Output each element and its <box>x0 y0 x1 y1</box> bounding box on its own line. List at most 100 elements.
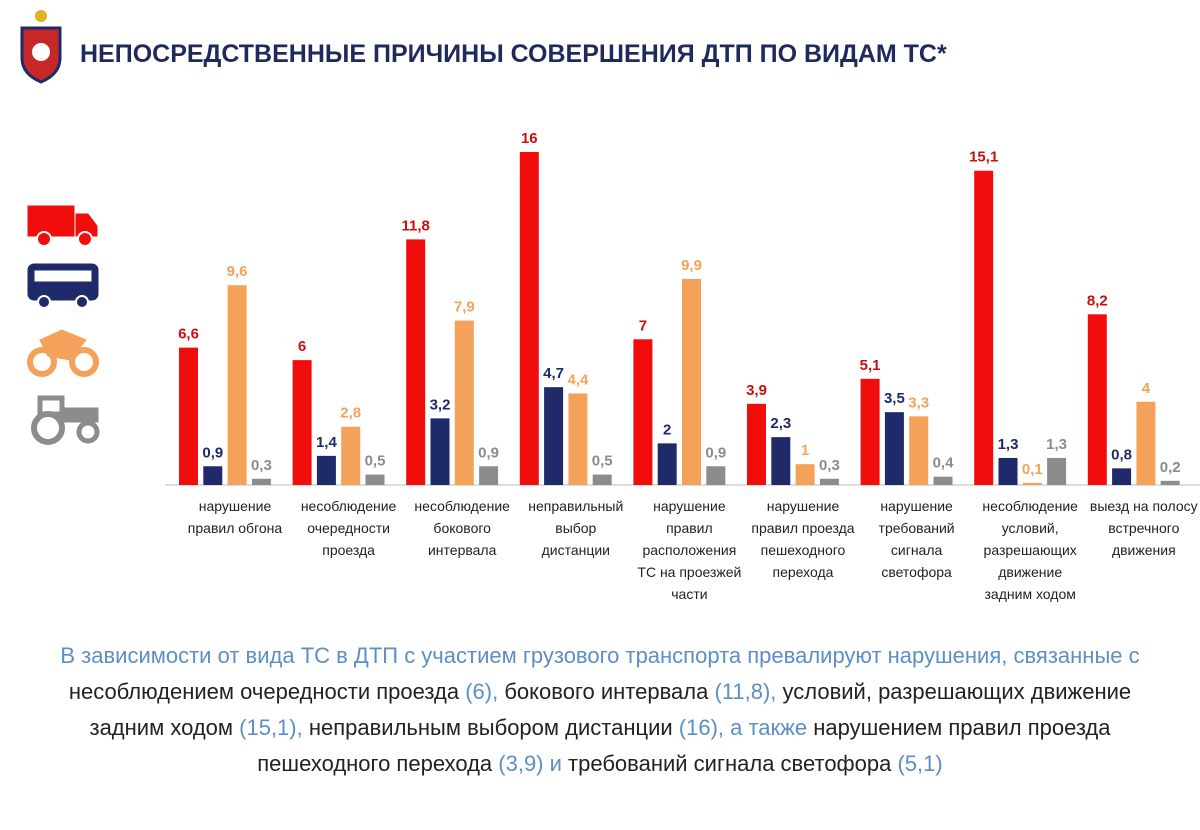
bar <box>365 474 385 485</box>
category-label: несоблюдение очередности проезда <box>300 498 397 558</box>
value-label: 0,3 <box>819 457 840 474</box>
value-label: 0,9 <box>478 444 499 461</box>
bar <box>860 378 880 485</box>
moto-icon <box>27 329 99 377</box>
bar <box>544 387 564 485</box>
value-label: 0,5 <box>365 453 386 470</box>
bar <box>706 466 726 485</box>
bar <box>1160 480 1180 485</box>
value-label: 0,9 <box>202 444 223 461</box>
value-label: 16 <box>521 130 538 147</box>
value-label: 3,9 <box>746 382 767 399</box>
bar <box>479 466 499 485</box>
value-label: 4,4 <box>567 371 589 388</box>
category-label: выезд на полосу встречного движения <box>1089 498 1198 558</box>
bar <box>251 478 271 485</box>
bar <box>592 474 612 485</box>
bar <box>1112 468 1132 485</box>
tractor-icon <box>31 395 100 445</box>
bar <box>203 466 223 485</box>
chart-title: НЕПОСРЕДСТВЕННЫЕ ПРИЧИНЫ СОВЕРШЕНИЯ ДТП … <box>80 40 947 68</box>
bar <box>227 285 247 485</box>
bar <box>657 443 677 485</box>
bar <box>747 403 766 485</box>
value-label: 1,4 <box>316 434 338 451</box>
bar <box>1136 401 1156 485</box>
value-label: 15,1 <box>969 149 998 166</box>
bar <box>974 170 994 485</box>
bar <box>819 478 839 485</box>
bar <box>998 457 1018 485</box>
category-label: нарушение правил проезда пешеходного пер… <box>751 498 855 580</box>
bar <box>771 437 791 485</box>
value-label: 4,7 <box>543 365 564 382</box>
bus-icon <box>27 263 99 309</box>
summary-text: (3,9) и <box>498 751 569 776</box>
value-label: 0,2 <box>1160 459 1181 476</box>
bar <box>316 455 336 485</box>
category-label: нарушение правил обгона <box>187 498 283 536</box>
category-label: нарушение требований сигнала светофора <box>878 498 955 580</box>
bar <box>884 412 904 485</box>
value-label: 3,3 <box>908 394 929 411</box>
value-label: 8,2 <box>1087 292 1108 309</box>
value-label: 1,3 <box>998 436 1019 453</box>
value-label: 0,4 <box>933 455 955 472</box>
value-label: 7,9 <box>454 299 475 316</box>
summary: В зависимости от вида ТС в ДТП с участие… <box>30 638 1170 782</box>
summary-text: (16), а также <box>678 715 814 740</box>
value-label: 5,1 <box>860 357 881 374</box>
category-label: нарушение правил расположения ТС на прое… <box>637 498 742 602</box>
legend-icons <box>27 205 100 445</box>
value-label: 6,6 <box>178 326 199 343</box>
value-label: 7 <box>639 317 647 334</box>
value-label: 3,5 <box>884 390 905 407</box>
bar <box>179 347 198 485</box>
value-label: 1 <box>801 442 809 459</box>
bar <box>406 239 426 485</box>
value-label: 2,3 <box>770 415 791 432</box>
bar <box>1047 457 1067 485</box>
value-label: 1,3 <box>1046 436 1067 453</box>
bar <box>682 278 701 485</box>
value-label: 9,6 <box>227 263 248 280</box>
value-label: 0,9 <box>705 444 726 461</box>
summary-text: несоблюдением очередности проезда <box>68 679 466 704</box>
summary-text: В зависимости от вида ТС в ДТП с участие… <box>60 643 1140 668</box>
category-label: несоблюдение условий, разрешающих движен… <box>982 498 1078 602</box>
chart: НЕПОСРЕДСТВЕННЫЕ ПРИЧИНЫ СОВЕРШЕНИЯ ДТП … <box>20 10 1200 486</box>
value-label: 2,8 <box>340 405 361 422</box>
summary-text: (5,1) <box>897 751 943 776</box>
bar <box>1087 314 1107 485</box>
summary-text: (15,1), <box>239 715 309 740</box>
bar <box>633 339 653 485</box>
value-label: 2 <box>663 421 671 438</box>
value-label: 6 <box>298 338 306 355</box>
value-label: 3,2 <box>430 396 451 413</box>
value-label: 11,8 <box>402 217 430 234</box>
value-label: 0,5 <box>592 453 613 470</box>
logo <box>20 10 62 84</box>
bar <box>1022 482 1042 485</box>
bar <box>341 426 361 485</box>
value-label: 9,9 <box>681 257 702 274</box>
summary-text: бокового интервала <box>504 679 715 704</box>
summary-text: неправильным выбором дистанции <box>308 715 679 740</box>
truck-icon <box>27 205 98 247</box>
summary-text: (11,8), <box>714 679 783 704</box>
bar <box>933 476 953 485</box>
bar <box>292 360 312 485</box>
summary-text: условий, разрешающих движение задним ход… <box>89 679 1132 740</box>
value-label: 0,8 <box>1111 446 1132 463</box>
bar <box>909 416 929 485</box>
bar <box>795 464 815 485</box>
bar <box>568 393 588 485</box>
bar <box>430 418 450 485</box>
summary-text: нарушением правил проезда пешеходного пе… <box>257 715 1111 776</box>
value-label: 0,1 <box>1022 461 1043 478</box>
category-label: неправильный выбор дистанции <box>528 498 624 558</box>
bar <box>454 320 474 485</box>
bar <box>519 152 539 485</box>
summary-text: требований сигнала светофора <box>568 751 898 776</box>
